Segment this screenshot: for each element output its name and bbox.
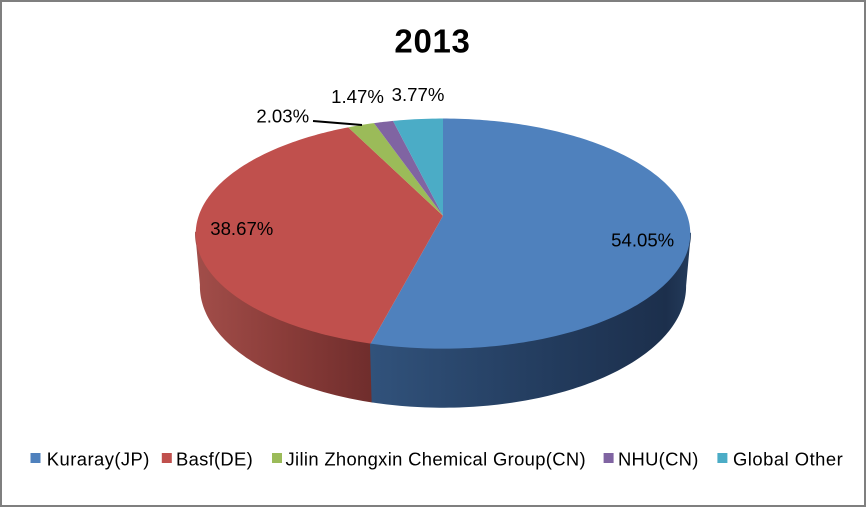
svg-text:Kuraray(JP): Kuraray(JP)	[47, 449, 150, 470]
svg-text:Jilin Zhongxin Chemical Group(: Jilin Zhongxin Chemical Group(CN)	[286, 449, 586, 470]
svg-text:3.77%: 3.77%	[392, 84, 445, 105]
svg-text:2.03%: 2.03%	[256, 105, 309, 126]
svg-text:1.47%: 1.47%	[331, 86, 384, 107]
svg-text:2013: 2013	[394, 23, 470, 60]
svg-text:54.05%: 54.05%	[611, 230, 674, 251]
svg-text:NHU(CN): NHU(CN)	[618, 449, 699, 470]
svg-text:38.67%: 38.67%	[210, 218, 273, 239]
svg-text:Global Other: Global Other	[733, 449, 843, 470]
svg-text:Basf(DE): Basf(DE)	[176, 449, 253, 470]
